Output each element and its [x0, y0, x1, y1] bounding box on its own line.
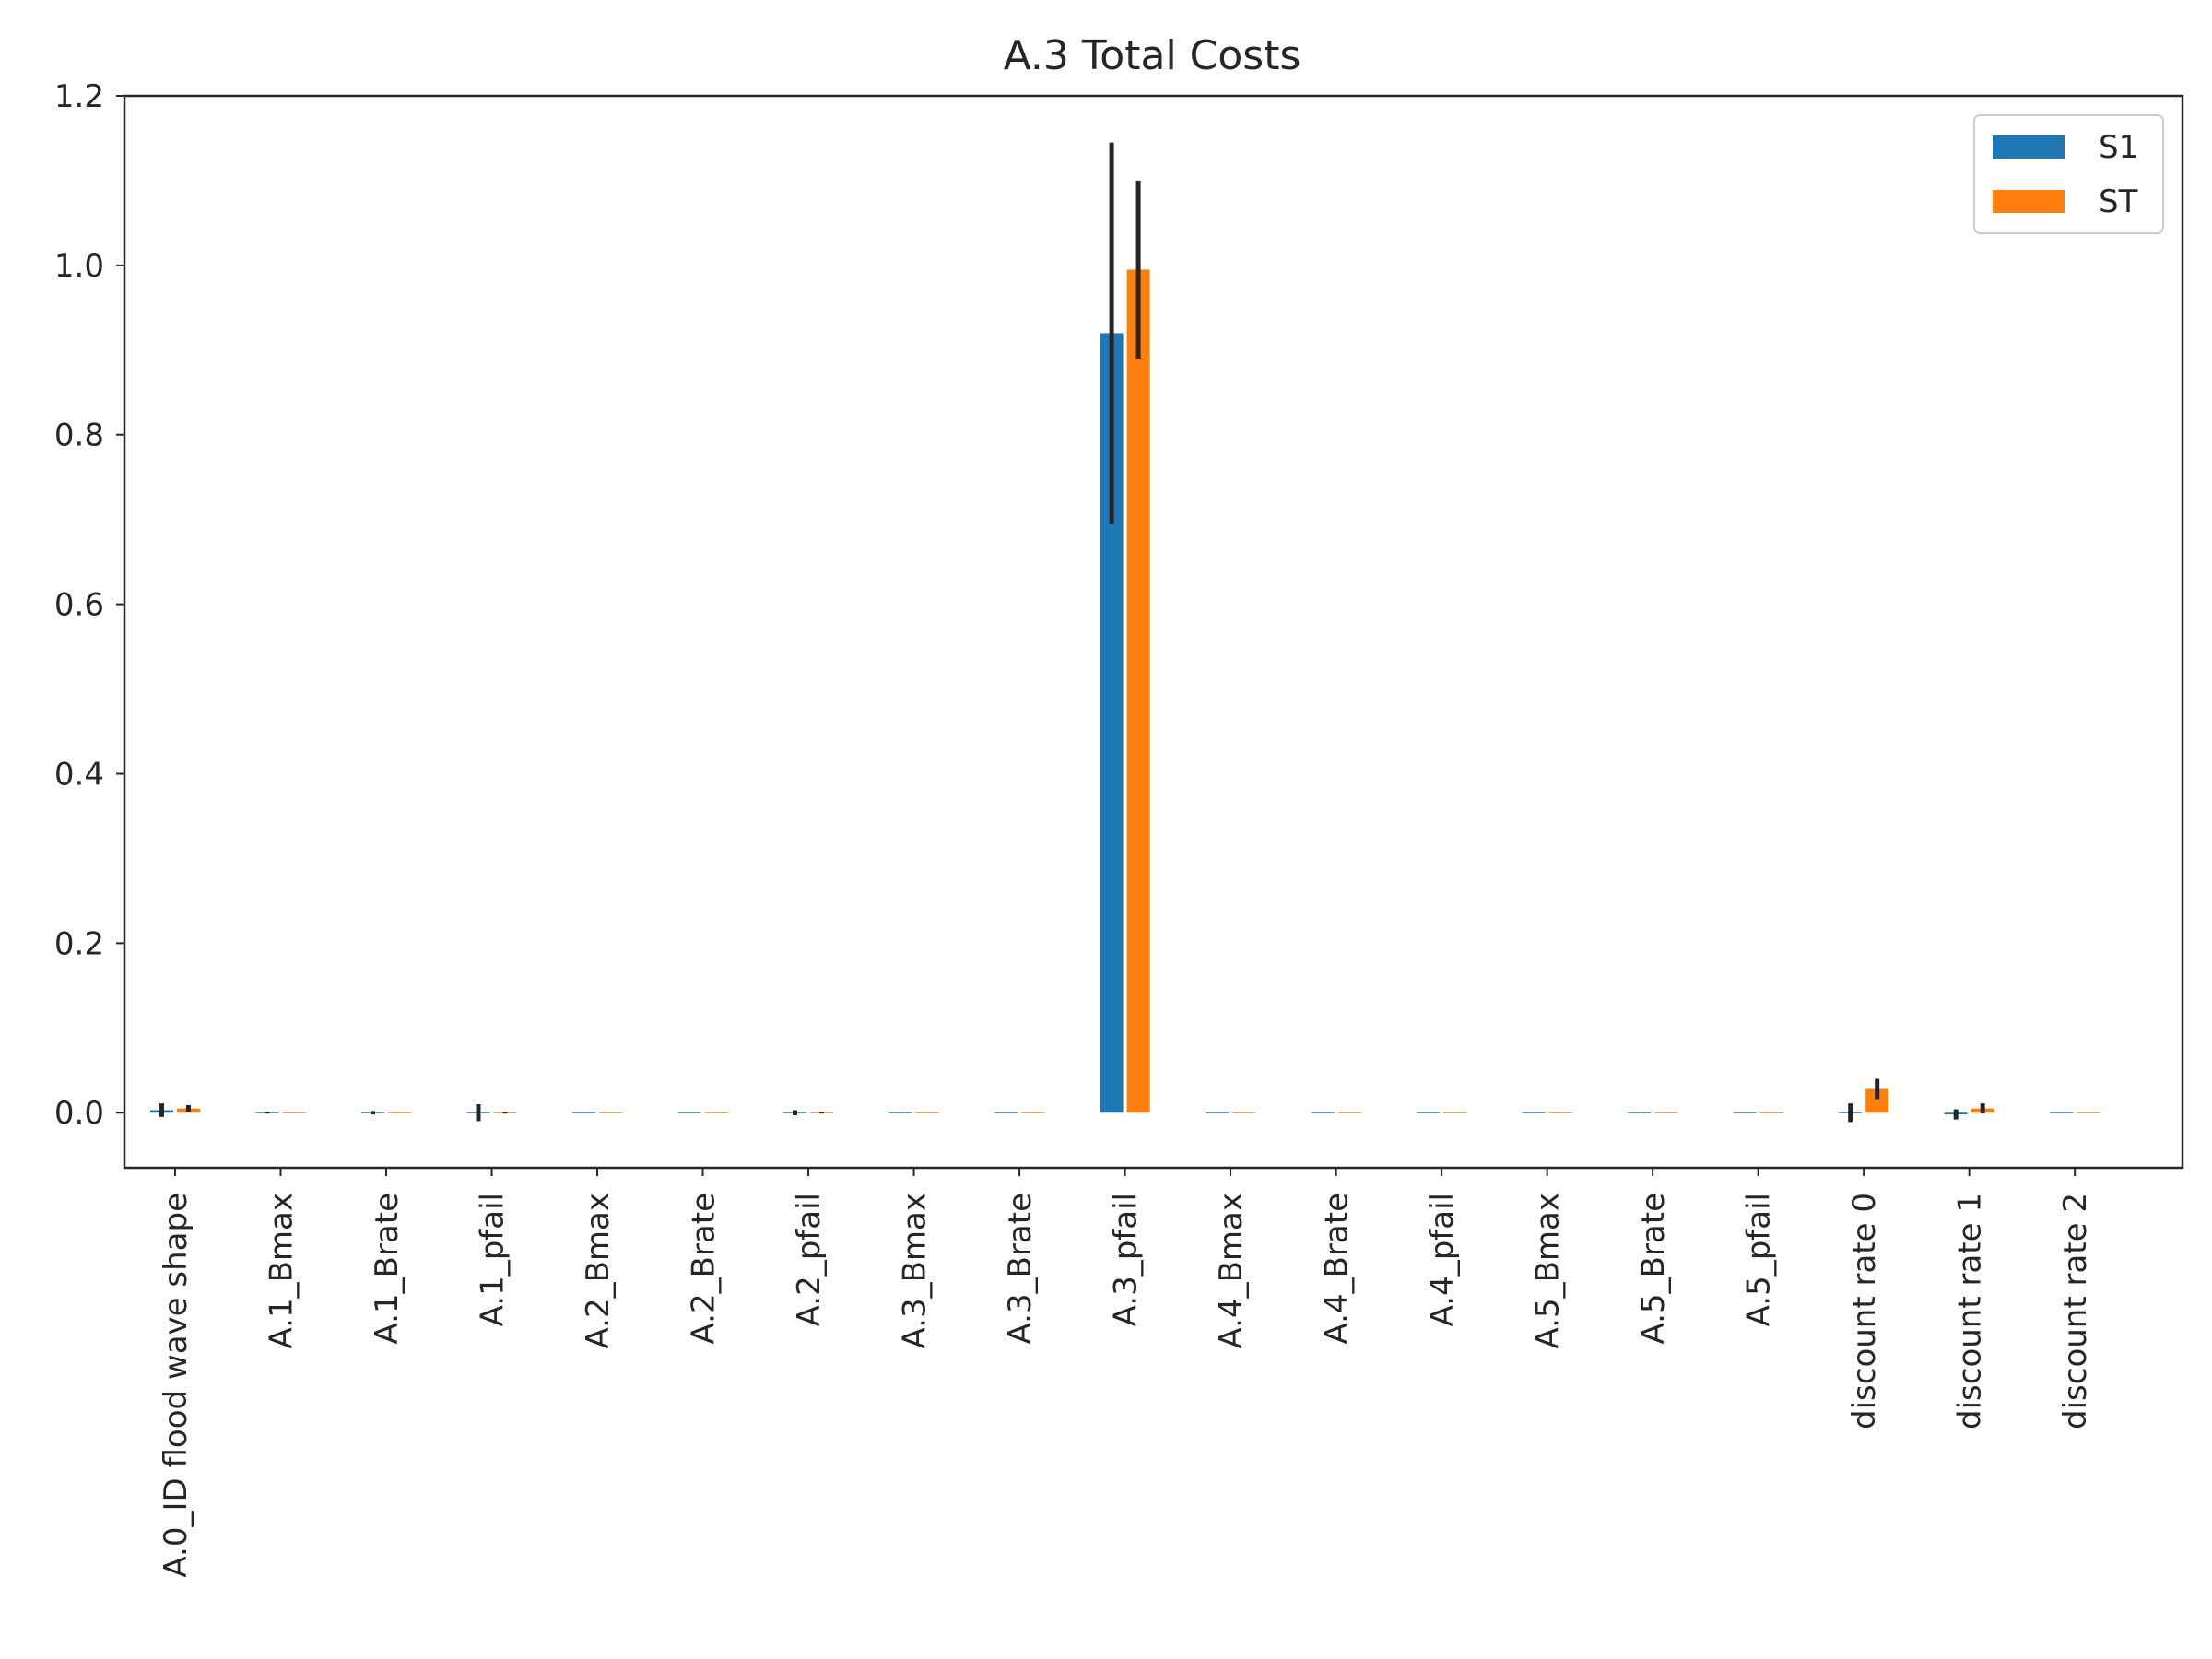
bar-st	[1126, 269, 1150, 1113]
y-tick-label: 1.2	[54, 78, 104, 115]
x-tick-label: discount rate 0	[1846, 1193, 1883, 1430]
y-tick-label: 0.4	[54, 756, 104, 793]
bar-s1	[677, 1112, 701, 1114]
bar-st	[282, 1112, 306, 1114]
bar-s1	[572, 1112, 596, 1114]
x-tick-label: discount rate 2	[2057, 1193, 2094, 1430]
plot-frame	[123, 94, 2184, 1170]
bar-s1	[994, 1112, 1018, 1114]
y-tick-label: 0.6	[54, 587, 104, 624]
y-tick-label: 0.8	[54, 418, 104, 454]
bar-st	[1654, 1112, 1678, 1114]
x-tick-label: A.3_Brate	[1002, 1193, 1039, 1345]
x-tick-label: A.2_pfail	[791, 1193, 828, 1326]
x-tick-label: A.5_pfail	[1741, 1193, 1778, 1326]
bar-s1	[2050, 1112, 2074, 1114]
bar-st	[1443, 1112, 1467, 1114]
x-tick-label: A.1_pfail	[475, 1193, 512, 1326]
bar-s1	[1733, 1112, 1757, 1114]
y-tick-label: 0.2	[54, 925, 104, 962]
bar-s1	[1522, 1112, 1546, 1114]
bar-s1	[1206, 1112, 1230, 1114]
bar-st	[1548, 1112, 1572, 1114]
bar-st	[1337, 1112, 1361, 1114]
bar-st	[704, 1112, 728, 1114]
chart-title: A.3 Total Costs	[1004, 32, 1301, 79]
x-tick-label: A.4_Bmax	[1213, 1193, 1250, 1349]
y-tick-label: 1.0	[54, 248, 104, 285]
legend: S1 ST	[1973, 114, 2164, 234]
y-axis: 0.0 0.2 0.4 0.6 0.8 1.0 1.2	[54, 78, 124, 1132]
x-tick-label: discount rate 1	[1952, 1193, 1989, 1430]
legend-swatch-s1	[1993, 135, 2065, 159]
bar-st	[1759, 1112, 1783, 1114]
legend-label-s1: S1	[2099, 129, 2138, 166]
bar-s1	[1628, 1112, 1652, 1114]
bar-s1	[1417, 1112, 1441, 1114]
bar-st	[915, 1112, 939, 1114]
error-bars	[159, 142, 1985, 1123]
x-tick-label: A.3_Bmax	[897, 1193, 934, 1349]
legend-label-st: ST	[2099, 183, 2138, 220]
x-axis: A.0_ID flood wave shape A.1_Bmax A.1_Brate…	[158, 1168, 2094, 1578]
bar-s1	[888, 1112, 912, 1114]
x-tick-label: A.3_pfail	[1108, 1193, 1145, 1326]
x-tick-label: A.1_Brate	[369, 1193, 406, 1345]
x-tick-label: A.5_Brate	[1635, 1193, 1672, 1345]
x-tick-label: A.2_Brate	[686, 1193, 723, 1345]
bars	[149, 269, 2100, 1115]
bar-st	[2077, 1112, 2100, 1114]
y-tick-label: 0.0	[54, 1095, 104, 1132]
bar-st	[599, 1112, 623, 1114]
x-tick-label: A.0_ID flood wave shape	[158, 1193, 194, 1578]
x-tick-label: A.5_Bmax	[1530, 1193, 1567, 1349]
bar-st	[1021, 1112, 1045, 1114]
x-tick-label: A.1_Bmax	[263, 1193, 300, 1349]
x-tick-label: A.4_Brate	[1319, 1193, 1356, 1345]
x-tick-label: A.2_Bmax	[580, 1193, 617, 1349]
bar-st	[387, 1112, 411, 1114]
bar-st	[1232, 1112, 1256, 1114]
legend-swatch-st	[1993, 190, 2065, 213]
x-tick-label: A.4_pfail	[1424, 1193, 1461, 1326]
bar-s1	[1311, 1112, 1335, 1114]
